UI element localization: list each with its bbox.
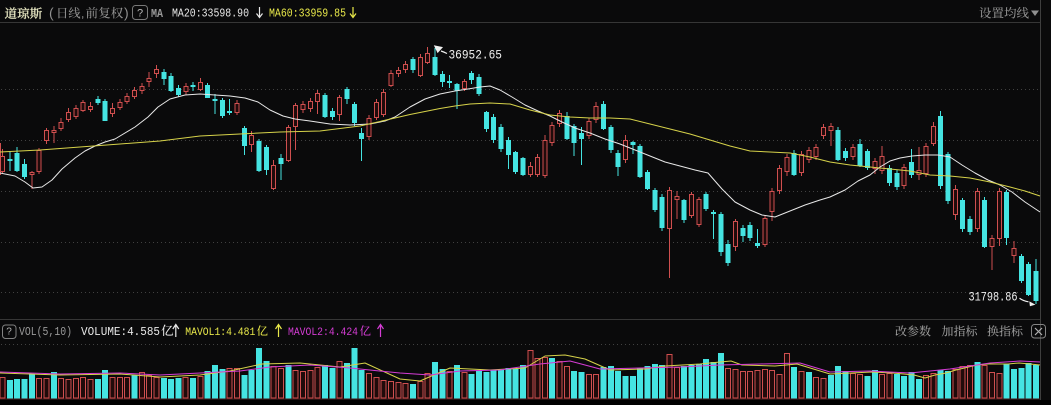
svg-text:?: ? [6, 327, 12, 338]
svg-text:36952.65: 36952.65 [449, 49, 503, 63]
svg-text:,: , [81, 7, 84, 21]
svg-text:(: ( [49, 5, 54, 21]
svg-text:31798.86: 31798.86 [969, 291, 1018, 305]
svg-text:MAVOL1:4.481: MAVOL1:4.481 [185, 327, 255, 339]
svg-text:MA20:33598.90: MA20:33598.90 [172, 7, 249, 21]
svg-text:MA: MA [151, 7, 164, 21]
svg-text:?: ? [137, 8, 143, 20]
svg-text:VOLUME:4.585: VOLUME:4.585 [81, 325, 160, 339]
svg-text:): ) [124, 5, 129, 21]
svg-text:VOL(5,10): VOL(5,10) [19, 325, 72, 339]
svg-text:MAVOL2:4.424: MAVOL2:4.424 [288, 327, 358, 339]
svg-text:MA60:33959.85: MA60:33959.85 [269, 7, 346, 21]
